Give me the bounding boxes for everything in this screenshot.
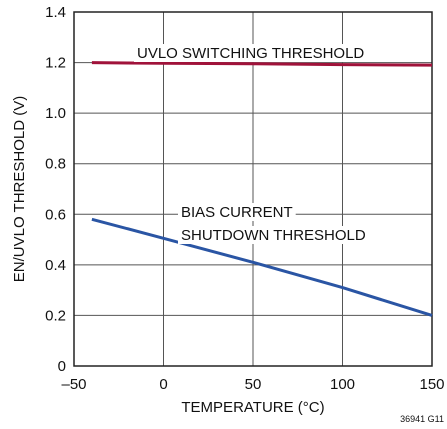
y-tick-label: 0.2 xyxy=(45,307,66,324)
annotation-text: SHUTDOWN THRESHOLD xyxy=(181,227,366,244)
y-tick-label: 0.8 xyxy=(45,156,66,173)
series-line-0 xyxy=(91,61,433,67)
annotations: UVLO SWITCHING THRESHOLD BIAS CURRENT SHUT… xyxy=(134,44,369,244)
y-axis-label: EN/UVLO THRESHOLD (V) xyxy=(11,96,28,282)
annotation-text: BIAS CURRENT xyxy=(181,204,293,221)
x-axis-label: TEMPERATURE (°C) xyxy=(181,399,324,416)
annotation-background xyxy=(134,44,368,62)
y-tick-label: 0.4 xyxy=(45,257,66,274)
plot-frame xyxy=(73,11,433,367)
annotation-uvlo: UVLO SWITCHING THRESHOLD xyxy=(134,44,368,62)
annotation-bias: BIAS CURRENT SHUTDOWN THRESHOLD xyxy=(178,203,369,244)
y-tick-label: 0.6 xyxy=(45,206,66,223)
y-tick-label: 0 xyxy=(58,358,66,375)
annotation-background xyxy=(178,203,296,221)
y-tick-labels: 0 0.2 0.4 0.6 0.8 1.0 1.2 1.4 xyxy=(45,4,66,375)
annotation-background xyxy=(178,226,369,244)
x-tick-label: 0 xyxy=(159,376,167,393)
series-line-1 xyxy=(91,217,433,317)
y-tick-label: 1.4 xyxy=(45,4,66,21)
x-tick-label: 150 xyxy=(419,376,444,393)
annotation-text: UVLO SWITCHING THRESHOLD xyxy=(137,45,364,62)
x-tick-label: 100 xyxy=(330,376,355,393)
x-tick-labels: –50 0 50 100 150 xyxy=(61,376,444,393)
series-lines xyxy=(91,61,433,317)
y-tick-label: 1.2 xyxy=(45,55,66,72)
x-tick-label: –50 xyxy=(61,376,86,393)
x-tick-label: 50 xyxy=(245,376,262,393)
figure-id: 36941 G11 xyxy=(400,414,444,424)
y-tick-label: 1.0 xyxy=(45,105,66,122)
